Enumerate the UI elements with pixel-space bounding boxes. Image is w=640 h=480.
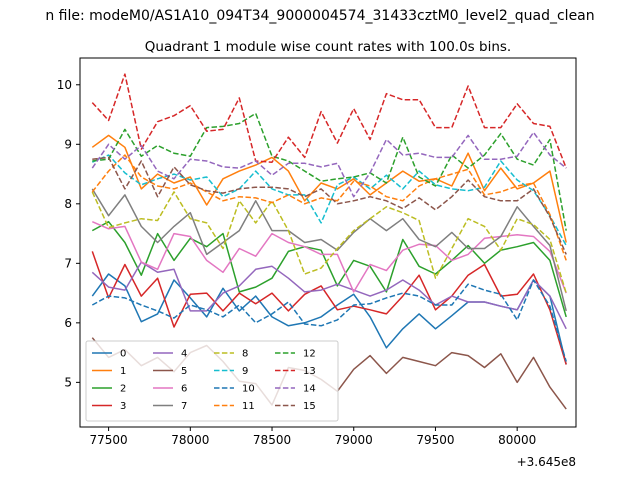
legend-label-12: 12 — [303, 349, 316, 360]
legend-label-5: 5 — [181, 366, 187, 377]
series-layer — [91, 73, 567, 410]
x-tick-label: 79500 — [416, 433, 454, 447]
y-tick-label: 10 — [57, 78, 72, 92]
legend-label-14: 14 — [303, 384, 316, 395]
legend-label-0: 0 — [120, 349, 126, 360]
legend-label-11: 11 — [242, 401, 255, 412]
y-tick-label: 5 — [64, 375, 72, 389]
legend-label-13: 13 — [303, 366, 316, 377]
series-line-8 — [91, 191, 567, 294]
chart-title: Quadrant 1 module wise count rates with … — [145, 39, 511, 55]
legend-label-15: 15 — [303, 401, 316, 412]
series-line-13 — [91, 73, 567, 169]
y-tick-label: 6 — [64, 316, 72, 330]
legend-label-6: 6 — [181, 384, 187, 395]
y-axis: 5 6 7 8 9 10 — [57, 78, 80, 389]
x-tick-label: 79000 — [335, 433, 373, 447]
series-line-7 — [91, 188, 567, 312]
series-line-10 — [91, 279, 567, 362]
legend-label-3: 3 — [120, 401, 126, 412]
x-tick-label: 78500 — [253, 433, 291, 447]
legend-label-2: 2 — [120, 384, 126, 395]
series-line-6 — [92, 221, 567, 294]
x-axis: 77500 78000 78500 79000 79500 80000 — [90, 427, 536, 447]
legend-label-1: 1 — [120, 366, 126, 377]
legend-label-7: 7 — [181, 401, 187, 412]
chart-suptitle: n file: modeM0/AS1A10_094T34_9000004574_… — [45, 8, 594, 24]
legend-box — [85, 340, 339, 422]
series-line-9 — [91, 154, 567, 246]
legend-label-10: 10 — [242, 384, 255, 395]
y-tick-label: 9 — [64, 137, 72, 151]
plot-frame — [79, 57, 577, 428]
legend-label-4: 4 — [181, 349, 187, 360]
x-tick-label: 78000 — [171, 433, 209, 447]
series-line-4 — [91, 261, 567, 330]
series-line-14 — [91, 131, 567, 198]
series-line-11 — [91, 154, 567, 261]
y-tick-label: 7 — [64, 256, 72, 270]
legend-label-9: 9 — [242, 366, 248, 377]
x-tick-label: 77500 — [90, 433, 128, 447]
axis-offset-text: +3.645e8 — [517, 455, 576, 469]
series-line-3 — [91, 251, 567, 365]
x-tick-label: 80000 — [498, 433, 536, 447]
legend-label-8: 8 — [242, 349, 248, 360]
series-line-15 — [92, 156, 567, 255]
y-tick-label: 8 — [64, 197, 72, 211]
series-line-1 — [91, 134, 567, 243]
series-line-2 — [91, 220, 567, 318]
